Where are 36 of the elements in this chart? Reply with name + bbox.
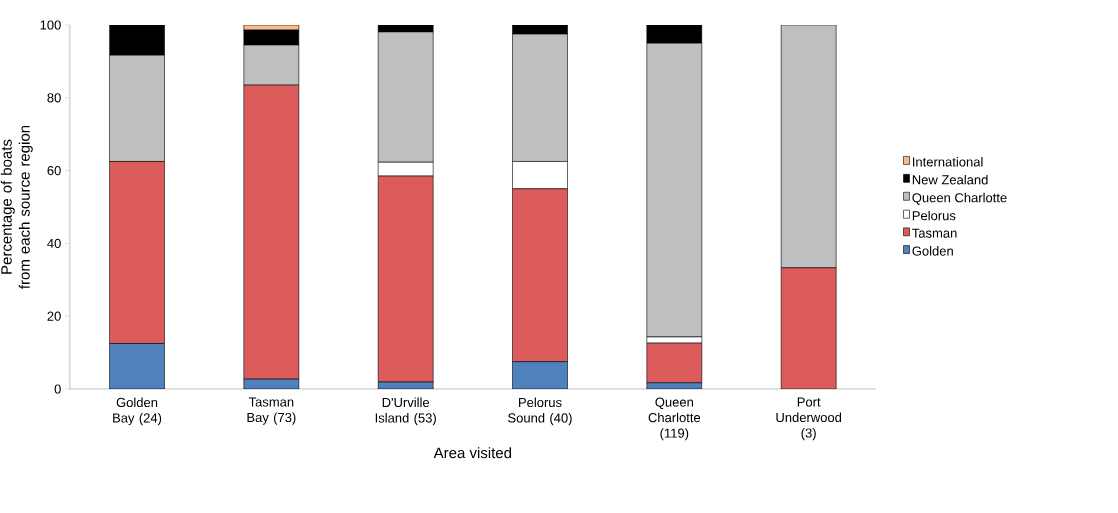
y-tick-label: 60 bbox=[47, 165, 61, 176]
legend-label: Queen Charlotte bbox=[912, 192, 1007, 205]
x-tick-label: D'Urville Island (53) bbox=[375, 397, 436, 426]
x-tick-label: Pelorus Sound (40) bbox=[508, 397, 572, 426]
y-tick-label: 0 bbox=[54, 384, 61, 394]
x-tick-label: Tasman Bay (73) bbox=[247, 397, 296, 425]
bar bbox=[646, 342, 703, 384]
x-tick-label: Port Underwood (3) bbox=[776, 397, 842, 441]
x-axis-title: Area visited bbox=[433, 447, 512, 459]
y-tick-label: 100 bbox=[40, 20, 61, 30]
legend-label: Golden bbox=[912, 246, 953, 256]
bar bbox=[512, 188, 568, 362]
bar bbox=[109, 54, 165, 162]
legend-label: Tasman bbox=[912, 228, 957, 238]
bar bbox=[377, 31, 434, 163]
x-tick-label: Golden Bay (24) bbox=[113, 397, 162, 426]
bar bbox=[512, 161, 568, 190]
bar bbox=[243, 84, 300, 380]
bar bbox=[512, 33, 568, 162]
y-tick-label: 80 bbox=[47, 93, 61, 103]
bar bbox=[377, 175, 434, 383]
legend-label: International bbox=[913, 156, 983, 167]
bar bbox=[780, 24, 837, 269]
legend-label: New Zealand bbox=[912, 174, 988, 185]
bar bbox=[646, 42, 703, 338]
x-tick-label: Queen Charlotte (119) bbox=[648, 397, 701, 441]
bar bbox=[109, 161, 165, 344]
y-tick-label: 40 bbox=[47, 238, 61, 248]
bar bbox=[243, 44, 300, 86]
bar bbox=[109, 343, 165, 389]
bar bbox=[377, 161, 434, 177]
y-axis-title: Percentage of boats from each source region bbox=[0, 125, 33, 289]
legend-label: Pelorus bbox=[912, 210, 956, 221]
bar bbox=[512, 361, 568, 389]
y-tick-label: 20 bbox=[47, 311, 61, 321]
bar bbox=[780, 267, 837, 389]
